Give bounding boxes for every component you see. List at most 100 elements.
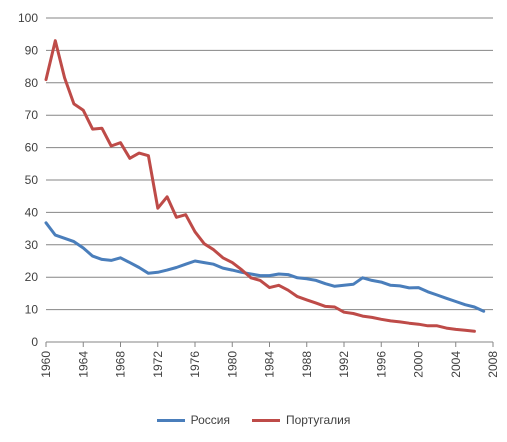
data-point-series-1: [278, 284, 280, 287]
data-point-series-0: [333, 285, 336, 288]
data-point-series-1: [101, 127, 103, 129]
data-point-series-1: [222, 257, 224, 259]
data-point-series-0: [82, 247, 85, 249]
x-tick-label: 2004: [449, 351, 463, 378]
data-point-series-0: [110, 259, 112, 262]
data-point-series-0: [231, 269, 234, 271]
data-point-series-1: [259, 279, 262, 282]
data-point-series-0: [54, 234, 57, 236]
data-point-series-1: [445, 327, 448, 329]
data-point-series-0: [306, 278, 308, 280]
data-point-series-0: [222, 267, 224, 269]
data-point-series-1: [184, 213, 187, 216]
x-tick-label: 1996: [374, 351, 388, 378]
data-point-series-0: [175, 266, 178, 269]
data-point-series-0: [455, 300, 457, 303]
data-point-series-0: [417, 286, 420, 289]
y-axis-ticks: 0 10 20 30 40 50 60 70 80 90 100: [18, 11, 38, 349]
data-point-series-0: [315, 279, 317, 282]
data-point-series-1: [63, 77, 66, 79]
x-tick-label: 1984: [263, 351, 277, 378]
data-point-series-1: [296, 295, 299, 298]
data-point-series-1: [166, 196, 168, 198]
data-point-series-0: [250, 273, 252, 275]
x-tick-label: 1964: [76, 351, 90, 378]
data-point-series-1: [45, 78, 47, 81]
data-point-series-1: [147, 154, 150, 157]
data-point-series-0: [101, 258, 103, 261]
data-point-series-1: [315, 302, 317, 304]
data-point-series-0: [296, 277, 299, 279]
x-tick-label: 1960: [39, 351, 53, 378]
y-tick-label: 10: [25, 303, 39, 317]
data-point-series-0: [427, 291, 429, 293]
data-point-series-0: [45, 222, 47, 224]
y-tick-label: 30: [25, 238, 39, 252]
series-lines: [44, 39, 486, 333]
data-point-series-1: [129, 157, 131, 160]
data-point-series-1: [110, 145, 112, 147]
data-point-series-1: [54, 39, 57, 42]
data-point-series-0: [166, 269, 168, 271]
data-point-series-0: [482, 310, 485, 313]
y-tick-label: 50: [25, 173, 39, 187]
y-tick-label: 20: [25, 270, 39, 284]
y-tick-label: 100: [18, 11, 38, 25]
data-point-series-0: [73, 240, 75, 243]
data-point-series-1: [138, 152, 140, 154]
legend-label-series-1: Португалия: [286, 413, 351, 427]
data-point-series-1: [175, 216, 178, 219]
data-point-series-1: [427, 325, 429, 327]
data-point-series-0: [343, 284, 345, 287]
data-point-series-0: [361, 277, 364, 279]
legend-swatch-series-0: [156, 418, 185, 422]
data-point-series-0: [119, 257, 122, 259]
x-tick-label: 1968: [114, 351, 128, 378]
data-point-series-1: [306, 299, 308, 301]
data-point-series-0: [203, 261, 206, 264]
data-point-series-1: [268, 286, 271, 289]
data-point-series-0: [91, 255, 94, 257]
legend-label-series-0: Россия: [190, 413, 230, 427]
x-tick-label: 2000: [412, 351, 426, 378]
y-tick-label: 90: [25, 43, 39, 57]
data-point-series-0: [63, 237, 66, 240]
data-point-series-0: [380, 281, 383, 283]
x-tick-label: 2008: [486, 351, 500, 378]
data-point-series-1: [361, 315, 364, 317]
data-point-series-1: [436, 325, 438, 327]
data-point-series-0: [268, 274, 271, 277]
legend-swatch-series-1: [252, 418, 280, 422]
data-point-series-0: [147, 272, 150, 275]
x-tick-label: 1976: [188, 351, 202, 378]
data-point-series-1: [380, 318, 383, 321]
data-point-series-1: [408, 322, 411, 325]
data-point-series-0: [212, 263, 215, 266]
y-tick-label: 70: [25, 108, 39, 122]
x-tick-label: 1980: [225, 351, 239, 378]
data-point-series-0: [399, 285, 401, 287]
y-tick-label: 0: [31, 335, 38, 349]
data-point-series-1: [389, 320, 392, 322]
data-point-series-1: [119, 141, 122, 144]
data-point-series-1: [464, 329, 466, 332]
data-point-series-1: [212, 248, 215, 251]
data-point-series-0: [473, 306, 476, 308]
data-point-series-0: [408, 287, 411, 289]
data-point-series-0: [129, 261, 131, 264]
y-tick-label: 60: [25, 141, 39, 155]
series-line-0: [44, 221, 486, 313]
data-point-series-0: [352, 283, 355, 286]
grid-lines: [46, 17, 493, 311]
data-point-series-0: [138, 266, 140, 269]
legend-item-series-0: Россия: [156, 413, 230, 427]
data-point-series-1: [333, 306, 336, 308]
data-point-series-1: [473, 330, 476, 333]
data-point-series-1: [157, 207, 159, 209]
data-point-series-0: [464, 303, 466, 306]
data-point-series-1: [203, 243, 206, 245]
data-point-series-1: [91, 128, 94, 130]
data-point-series-1: [352, 312, 355, 315]
data-point-series-0: [184, 263, 187, 266]
